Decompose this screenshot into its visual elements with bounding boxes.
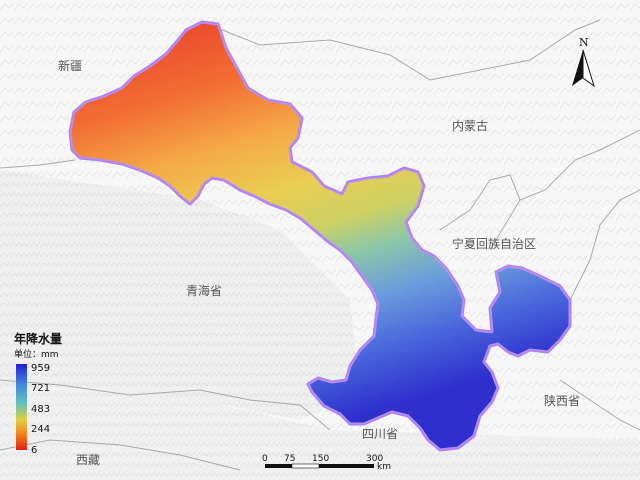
boundary-xizang (0, 439, 241, 471)
scale-segment-1 (265, 464, 292, 468)
legend-tick-0: 959 (31, 363, 50, 374)
north-arrow: N (572, 36, 595, 88)
legend-color-ramp (16, 364, 27, 450)
boundary-shaanxi-south (559, 379, 640, 431)
label-sichuan: 四川省 (362, 427, 398, 441)
boundary-ningxia-west (439, 174, 521, 251)
legend-title: 年降水量 (14, 331, 62, 346)
scale-segment-2 (291, 463, 320, 469)
boundary-ningxia-east (519, 129, 640, 201)
scale-label-0: 0 (262, 454, 268, 464)
legend-tick-3: 244 (31, 424, 50, 435)
scale-bar: 0 75 150 300 km (262, 454, 391, 472)
legend-tick-1: 721 (31, 383, 50, 394)
label-neimenggu: 内蒙古 (452, 118, 488, 133)
scale-label-1: 75 (284, 454, 295, 464)
boundary-shaanxi (569, 189, 640, 301)
boundary-xinjiang-qinghai (0, 159, 76, 169)
scale-label-2: 150 (312, 454, 329, 464)
province-boundaries (0, 19, 640, 471)
north-arrow-label: N (579, 36, 589, 49)
legend-tick-2: 483 (31, 404, 50, 415)
scale-unit: km (377, 462, 391, 472)
gansu-relief-overlay (70, 22, 570, 450)
label-shaanxi: 陕西省 (544, 393, 580, 408)
label-qinghai: 青海省 (186, 283, 222, 298)
label-xizang: 西藏 (76, 453, 100, 467)
terrain-qinghai-relief (0, 170, 360, 420)
legend-tick-4: 6 (31, 445, 37, 456)
terrain-south-relief (0, 380, 640, 480)
legend-unit: 单位：mm (14, 348, 59, 360)
legend: 年降水量 单位：mm 959 721 483 244 6 (14, 331, 62, 456)
label-xinjiang: 新疆 (58, 58, 82, 73)
boundary-xinjiang-neimenggu (209, 19, 601, 81)
label-ningxia: 宁夏回族自治区 (452, 236, 536, 251)
scale-segment-3 (319, 464, 374, 468)
boundary-sichuan (0, 379, 331, 431)
scale-label-3: 300 (366, 454, 383, 464)
